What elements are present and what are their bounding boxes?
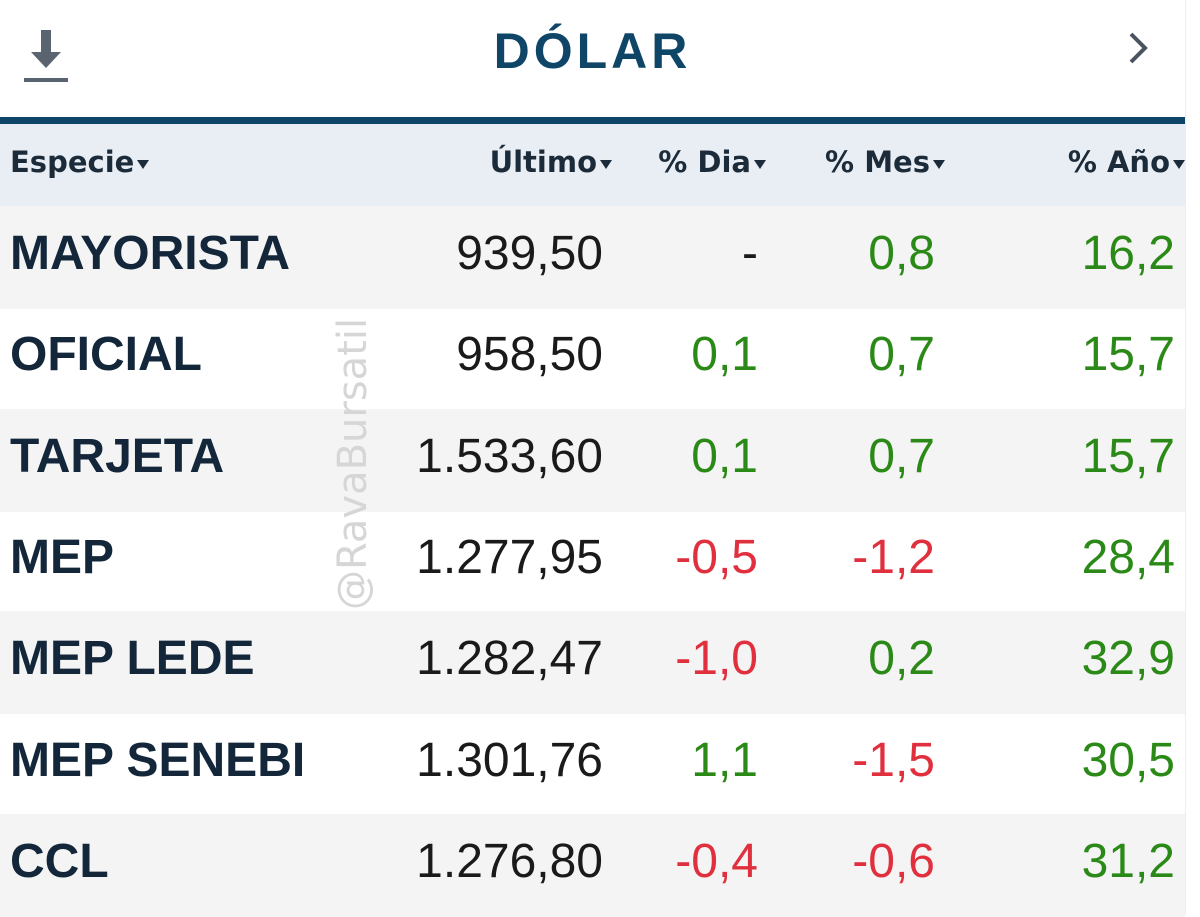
sort-caret bbox=[600, 159, 612, 169]
table-cell: 939,50 bbox=[456, 227, 603, 280]
table-row: MEP 1.277,95 -0,5 -1,2 28,4 bbox=[0, 510, 1185, 613]
watermark: @RavaBursatil bbox=[330, 317, 376, 610]
column-label: Último bbox=[489, 145, 597, 179]
table-cell: - bbox=[742, 227, 758, 280]
sort-caret bbox=[1173, 159, 1185, 169]
table-cell: 1.301,76 bbox=[416, 733, 603, 787]
currency-name: MEP bbox=[10, 530, 115, 584]
table-cell: -0,4 bbox=[675, 834, 758, 888]
table-row: TARJETA 1.533,60 0,1 0,7 15,7 bbox=[0, 408, 1185, 512]
table-cell: 15,7 bbox=[1081, 328, 1175, 382]
table-cell: 1.282,47 bbox=[416, 632, 603, 686]
table-cell: 32,9 bbox=[1081, 632, 1175, 686]
table-cell: 16,2 bbox=[1081, 227, 1175, 280]
column-label: % Año bbox=[1067, 145, 1170, 179]
column-header[interactable]: % Mes bbox=[825, 145, 945, 179]
table-cell: -1,2 bbox=[852, 530, 935, 584]
table-cell: 1.277,95 bbox=[416, 530, 603, 584]
column-header[interactable]: Último bbox=[490, 145, 612, 179]
table-cell: 1.533,60 bbox=[416, 429, 603, 483]
table-cell: 0,1 bbox=[691, 328, 758, 382]
sort-caret bbox=[754, 159, 766, 169]
table-cell: -0,6 bbox=[852, 834, 935, 888]
currency-name: TARJETA bbox=[10, 429, 225, 483]
column-label: % Mes bbox=[825, 145, 930, 179]
table-cell: 0,8 bbox=[868, 227, 935, 280]
table-cell: 958,50 bbox=[456, 328, 603, 382]
table-cell: 28,4 bbox=[1081, 530, 1175, 584]
currency-name: OFICIAL bbox=[10, 328, 202, 382]
table-cell: -1,5 bbox=[852, 733, 935, 787]
currency-name: MEP LEDE bbox=[10, 632, 255, 686]
currency-name: MEP SENEBI bbox=[10, 733, 306, 787]
column-label: Especie bbox=[10, 145, 135, 179]
table-cell: 0,7 bbox=[868, 328, 935, 382]
table-row: MEP SENEBI 1.301,76 1,1 -1,5 30,5 bbox=[0, 713, 1185, 816]
table-header bbox=[0, 124, 1185, 206]
column-header[interactable]: % Dia bbox=[658, 145, 766, 179]
download-icon[interactable] bbox=[22, 28, 72, 86]
table-cell: 15,7 bbox=[1081, 429, 1175, 483]
table-cell: 0,1 bbox=[691, 429, 758, 483]
sort-caret bbox=[933, 159, 945, 169]
table-cell: -0,5 bbox=[675, 530, 758, 584]
currency-name: CCL bbox=[10, 834, 109, 888]
table-cell: -1,0 bbox=[675, 632, 758, 686]
table-cell: 1,1 bbox=[691, 733, 758, 787]
table-row: OFICIAL 958,50 0,1 0,7 15,7 bbox=[0, 307, 1185, 410]
column-header[interactable]: % Año bbox=[1068, 145, 1185, 179]
header-rule bbox=[0, 117, 1185, 124]
table-cell: 30,5 bbox=[1081, 733, 1175, 787]
panel-edge bbox=[1185, 0, 1200, 915]
table-row: MEP LEDE 1.282,47 -1,0 0,2 32,9 bbox=[0, 611, 1185, 715]
currency-name: MAYORISTA bbox=[10, 227, 291, 280]
title: DÓLAR bbox=[493, 23, 692, 79]
table-cell: 0,2 bbox=[868, 632, 935, 686]
table-row: CCL 1.276,80 -0,4 -0,6 31,2 bbox=[0, 813, 1185, 917]
table-cell: 0,7 bbox=[868, 429, 935, 483]
table-row: MAYORISTA 939,50 - 0,8 16,2 bbox=[0, 206, 1185, 309]
next-arrow[interactable] bbox=[1125, 30, 1155, 66]
column-header[interactable]: Especie bbox=[10, 145, 150, 179]
column-label: % Dia bbox=[658, 145, 751, 179]
table-cell: 1.276,80 bbox=[416, 834, 603, 888]
table-cell: 31,2 bbox=[1081, 834, 1175, 888]
sort-caret bbox=[137, 159, 150, 169]
